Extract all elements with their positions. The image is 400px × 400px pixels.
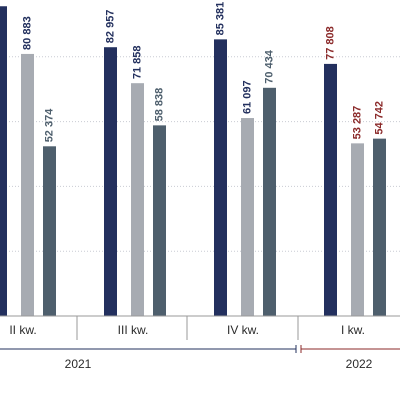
quarter-label: III kw. <box>118 323 149 337</box>
bar-value-label: 58 838 <box>153 88 165 122</box>
year-label: 2022 <box>346 357 373 371</box>
bar-value-label: 52 374 <box>43 108 55 143</box>
bar-value-label: 70 434 <box>263 49 275 84</box>
quarter-label: I kw. <box>341 323 365 337</box>
gridlines <box>0 56 400 252</box>
bar-value-label: 53 287 <box>351 106 363 140</box>
year-labels-group: 2021 2022 <box>0 345 400 371</box>
bar-value-label: 80 883 <box>21 16 33 50</box>
bar <box>21 53 34 316</box>
value-labels-group: 80 883 52 374 82 957 71 858 58 838 85 381 61 0… <box>21 2 385 143</box>
year-label: 2021 <box>65 357 92 371</box>
quarter-labels-group: II kw. III kw. IV kw. I kw. <box>9 316 365 340</box>
bar <box>241 118 254 317</box>
bar-value-label: 85 381 <box>214 2 226 36</box>
bar-value-label: 82 957 <box>104 10 116 44</box>
bar-value-label: 54 742 <box>373 101 385 135</box>
bar <box>43 146 56 316</box>
quarter-label: II kw. <box>9 323 36 337</box>
bar <box>214 39 227 316</box>
bar-value-label: 71 858 <box>131 46 143 80</box>
bars-group <box>0 6 386 317</box>
bar <box>324 63 337 316</box>
quarter-label: IV kw. <box>227 323 259 337</box>
bar <box>0 6 7 316</box>
bar <box>131 83 144 316</box>
bar <box>263 87 276 316</box>
bar <box>351 143 364 316</box>
bar <box>373 138 386 316</box>
bar <box>153 125 166 316</box>
bar-value-label: 77 808 <box>324 26 336 60</box>
bar <box>104 47 117 316</box>
bar-value-label: 61 097 <box>241 80 253 114</box>
